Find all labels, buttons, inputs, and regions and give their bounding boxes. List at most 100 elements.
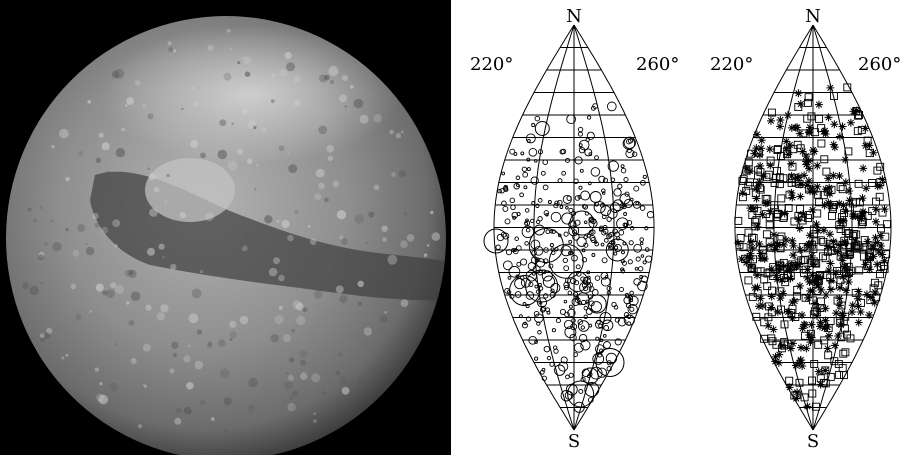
surface-crater — [167, 41, 172, 46]
crater-marker — [506, 289, 512, 295]
crater-markers — [483, 101, 655, 413]
crater-marker — [590, 229, 596, 235]
square-marker — [780, 320, 789, 329]
square-marker — [814, 340, 823, 349]
surface-crater — [138, 424, 143, 429]
square-marker — [790, 217, 799, 226]
asterisk-marker — [861, 260, 870, 269]
crater-marker — [536, 289, 541, 295]
crater-marker — [583, 305, 589, 311]
crater-marker — [526, 139, 531, 143]
crater-marker — [565, 206, 569, 210]
surface-crater — [153, 186, 160, 193]
asterisk-marker — [806, 286, 815, 295]
crater-marker — [613, 188, 622, 197]
asterisk-marker — [824, 174, 833, 183]
square-marker — [844, 229, 853, 238]
asterisk-marker — [836, 241, 845, 250]
surface-crater — [188, 313, 199, 324]
surface-crater — [220, 223, 223, 226]
surface-crater — [395, 133, 402, 139]
asterisk-marker — [825, 183, 834, 192]
crater-marker — [568, 239, 573, 244]
square-marker — [763, 282, 772, 291]
crater-marker — [607, 208, 618, 219]
crater-marker — [531, 123, 536, 128]
asterisk-marker — [758, 210, 767, 219]
crater-marker — [577, 126, 584, 133]
surface-crater — [223, 72, 232, 81]
asterisk-marker — [830, 143, 839, 152]
crater-marker — [521, 225, 535, 239]
square-marker — [822, 167, 831, 176]
crater-marker — [613, 251, 618, 256]
surface-crater — [401, 130, 404, 134]
asterisk-marker — [800, 171, 809, 180]
asterisk-marker — [821, 185, 830, 194]
asterisk-marker — [798, 147, 807, 156]
asterisk-marker — [848, 308, 857, 317]
square-marker — [760, 318, 769, 327]
surface-crater — [50, 219, 53, 222]
asterisk-marker — [771, 357, 780, 366]
crater-marker — [557, 178, 563, 184]
asterisk-marker — [775, 266, 784, 275]
asterisk-marker — [863, 237, 872, 246]
asterisk-marker — [774, 358, 783, 367]
surface-crater — [286, 372, 289, 375]
crater-marker — [598, 175, 606, 183]
longitude-label-left: 220° — [710, 54, 753, 75]
surface-crater — [338, 375, 348, 384]
crater-marker — [557, 199, 563, 206]
surface-crater — [188, 344, 191, 348]
square-marker — [872, 197, 880, 206]
crater-marker — [513, 151, 518, 156]
surface-crater — [72, 249, 80, 257]
surface-crater — [95, 157, 102, 164]
crater-marker — [559, 308, 566, 315]
surface-crater — [128, 269, 137, 279]
crater-marker — [568, 250, 573, 256]
asterisk-marker — [846, 118, 855, 127]
crater-marker — [542, 184, 549, 191]
crater-marker — [514, 236, 519, 241]
surface-crater — [94, 222, 100, 228]
surface-crater — [389, 130, 394, 135]
crater-marker — [555, 318, 561, 324]
asterisk-marker — [808, 271, 817, 280]
surface-crater — [339, 294, 348, 304]
surface-crater — [40, 282, 43, 285]
crater-marker — [589, 366, 603, 380]
asterisk-marker — [843, 251, 852, 260]
surface-crater — [125, 104, 128, 107]
crater-marker — [561, 170, 566, 176]
surface-crater — [175, 407, 182, 414]
asterisk-marker — [738, 188, 747, 197]
asterisk-marker — [776, 294, 785, 303]
asterisk-marker — [788, 314, 797, 322]
asterisk-marker — [753, 283, 762, 292]
crater-marker — [537, 149, 544, 155]
crater-marker — [554, 364, 566, 376]
asterisk-marker — [821, 366, 830, 375]
asterisk-marker — [840, 263, 849, 272]
crater-marker — [601, 188, 606, 193]
crater-marker — [565, 157, 570, 163]
crater-marker — [594, 155, 599, 160]
surface-crater — [302, 307, 308, 313]
square-marker — [846, 243, 855, 252]
asterisk-marker — [767, 264, 776, 273]
square-marker — [770, 201, 779, 210]
crater-marker — [618, 286, 625, 293]
surface-crater — [208, 189, 211, 192]
asterisk-marker — [865, 265, 874, 274]
asterisk-marker — [835, 199, 844, 208]
surface-crater — [126, 97, 134, 105]
crater-marker — [523, 185, 528, 190]
asterisk-marker — [742, 164, 751, 173]
asterisk-marker — [752, 144, 761, 153]
asterisk-marker — [779, 240, 788, 249]
crater-marker — [600, 276, 611, 287]
crater-marker — [606, 366, 612, 372]
surface-crater — [27, 207, 32, 212]
